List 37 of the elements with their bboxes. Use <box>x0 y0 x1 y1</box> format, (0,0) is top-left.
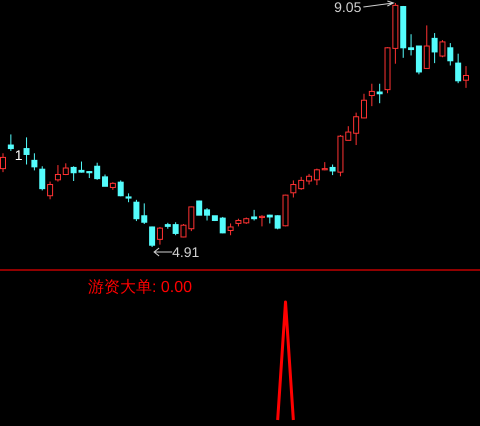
candlestick <box>368 83 375 107</box>
candlestick <box>439 40 446 58</box>
candlestick <box>360 93 367 120</box>
candlestick <box>149 226 156 248</box>
candlestick <box>8 134 14 152</box>
candlestick <box>376 83 383 104</box>
annotation: 9.05 <box>334 0 362 15</box>
annotation: 1 <box>14 147 23 163</box>
candlestick <box>306 173 312 186</box>
candlestick <box>251 209 258 221</box>
candlestick <box>455 53 462 84</box>
candlestick <box>24 136 30 165</box>
candlestick <box>204 208 210 221</box>
candlestick <box>39 166 46 191</box>
candlestick <box>258 214 265 227</box>
candlestick <box>0 152 6 173</box>
candlestick <box>196 200 202 216</box>
candlestick <box>31 152 38 171</box>
candlestick <box>156 226 163 246</box>
candlestick <box>432 32 438 64</box>
candlestick <box>180 224 186 238</box>
candlestick <box>228 222 234 236</box>
candlestick <box>102 174 108 187</box>
annotation: 4.91 <box>172 244 200 260</box>
candlestick <box>54 164 61 182</box>
candlestick <box>188 206 194 232</box>
candlestick <box>118 180 124 197</box>
candlestick <box>447 42 454 66</box>
candlestick <box>463 66 469 88</box>
candlestick <box>408 34 414 56</box>
chart-title: 游资大单: 0.00 <box>88 278 192 296</box>
candlestick <box>424 24 430 69</box>
candlestick <box>133 199 140 222</box>
candlestick <box>330 164 336 176</box>
candlestick <box>47 181 54 200</box>
candlestick <box>141 202 148 225</box>
candlestick <box>70 166 77 182</box>
